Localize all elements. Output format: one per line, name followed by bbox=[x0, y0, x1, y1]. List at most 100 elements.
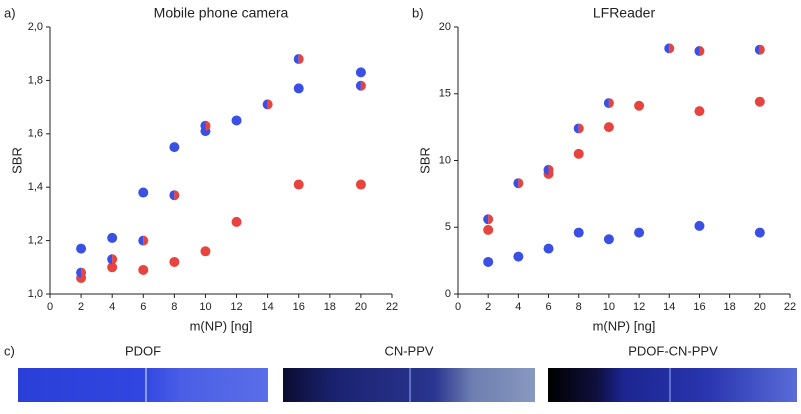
y-tick-label: 5 bbox=[445, 221, 451, 233]
charts: a) Mobile phone camera m(NP) [ng] SBR 0 2 4 6 8 1… bbox=[4, 5, 796, 334]
chart-title: LFReader bbox=[593, 5, 656, 21]
point bbox=[513, 178, 524, 189]
point-dot bbox=[603, 122, 614, 133]
y-axis-label: SBR bbox=[417, 147, 432, 174]
point bbox=[169, 142, 180, 153]
x-tick-label: 20 bbox=[355, 301, 367, 313]
point-half bbox=[112, 254, 118, 265]
point bbox=[107, 254, 118, 265]
point bbox=[355, 179, 366, 190]
x-tick-label: 12 bbox=[230, 301, 242, 313]
point bbox=[169, 256, 180, 267]
point-dot bbox=[107, 232, 118, 243]
point bbox=[483, 224, 494, 235]
point-half bbox=[548, 164, 554, 175]
point-half bbox=[360, 80, 366, 91]
point bbox=[694, 46, 705, 57]
y-tick-label: 15 bbox=[439, 88, 451, 100]
point-dot bbox=[169, 142, 180, 153]
strip-label: PDOF-CN-PPV bbox=[628, 343, 718, 358]
point-dot bbox=[107, 262, 118, 273]
chart-title: Mobile phone camera bbox=[154, 5, 289, 21]
x-tick-label: 16 bbox=[293, 301, 305, 313]
point-half bbox=[76, 267, 82, 278]
point-half bbox=[699, 46, 705, 57]
strip-image bbox=[548, 368, 797, 402]
panel-label: b) bbox=[412, 5, 424, 20]
x-axis-label: m(NP) [ng] bbox=[593, 318, 656, 333]
y-tick-label: 1,6 bbox=[28, 128, 43, 140]
point-half bbox=[143, 235, 149, 246]
point-half bbox=[608, 98, 614, 109]
point-dot bbox=[694, 220, 705, 231]
point-dot bbox=[694, 106, 705, 117]
x-tick-label: 18 bbox=[724, 301, 736, 313]
point bbox=[293, 179, 304, 190]
panel-label: a) bbox=[4, 5, 16, 20]
point bbox=[169, 190, 180, 201]
point bbox=[138, 264, 149, 275]
x-tick-label: 6 bbox=[140, 301, 146, 313]
point-dot bbox=[634, 227, 645, 238]
point-dot bbox=[138, 264, 149, 275]
point-half bbox=[543, 164, 549, 175]
x-tick-label: 4 bbox=[515, 301, 521, 313]
x-tick-label: 10 bbox=[199, 301, 211, 313]
point-half bbox=[262, 99, 268, 110]
point-half bbox=[518, 178, 524, 189]
point-half bbox=[573, 123, 579, 134]
point bbox=[543, 243, 554, 254]
point-half bbox=[694, 46, 700, 57]
point-dot bbox=[355, 67, 366, 78]
point-half bbox=[483, 214, 489, 225]
point bbox=[573, 227, 584, 238]
point-half bbox=[754, 44, 760, 55]
x-tick-label: 2 bbox=[485, 301, 491, 313]
point-dot bbox=[513, 251, 524, 262]
point bbox=[231, 216, 242, 227]
point-half bbox=[355, 80, 361, 91]
point-dot bbox=[231, 115, 242, 126]
point bbox=[754, 227, 765, 238]
point-dot bbox=[573, 148, 584, 159]
point bbox=[754, 96, 765, 107]
point-dot bbox=[169, 256, 180, 267]
point bbox=[634, 100, 645, 111]
point-half bbox=[200, 120, 206, 131]
point-half bbox=[578, 123, 584, 134]
x-tick-label: 8 bbox=[171, 301, 177, 313]
point-half bbox=[669, 43, 675, 54]
x-tick-label: 18 bbox=[324, 301, 336, 313]
x-tick-label: 10 bbox=[603, 301, 615, 313]
point bbox=[107, 232, 118, 243]
point bbox=[262, 99, 273, 110]
point-dot bbox=[573, 227, 584, 238]
point-half bbox=[138, 235, 144, 246]
point bbox=[355, 67, 366, 78]
point bbox=[483, 214, 494, 225]
point-half bbox=[298, 54, 304, 65]
point-dot bbox=[603, 234, 614, 245]
point bbox=[603, 98, 614, 109]
x-tick-label: 8 bbox=[576, 301, 582, 313]
x-tick-label: 0 bbox=[455, 301, 461, 313]
point-dot bbox=[543, 243, 554, 254]
point-half bbox=[267, 99, 273, 110]
point bbox=[107, 262, 118, 273]
point-dot bbox=[754, 227, 765, 238]
x-tick-label: 16 bbox=[693, 301, 705, 313]
strip-image bbox=[18, 368, 268, 402]
y-tick-label: 10 bbox=[439, 154, 451, 166]
point-half bbox=[759, 44, 765, 55]
x-tick-label: 20 bbox=[754, 301, 766, 313]
y-tick-label: 1,8 bbox=[28, 74, 43, 86]
point-dot bbox=[231, 216, 242, 227]
point-half bbox=[664, 43, 670, 54]
point bbox=[754, 44, 765, 55]
x-tick-label: 12 bbox=[633, 301, 645, 313]
point bbox=[76, 243, 87, 254]
point-dot bbox=[76, 243, 87, 254]
y-tick-label: 1,4 bbox=[28, 181, 43, 193]
point bbox=[483, 256, 494, 267]
point bbox=[634, 227, 645, 238]
